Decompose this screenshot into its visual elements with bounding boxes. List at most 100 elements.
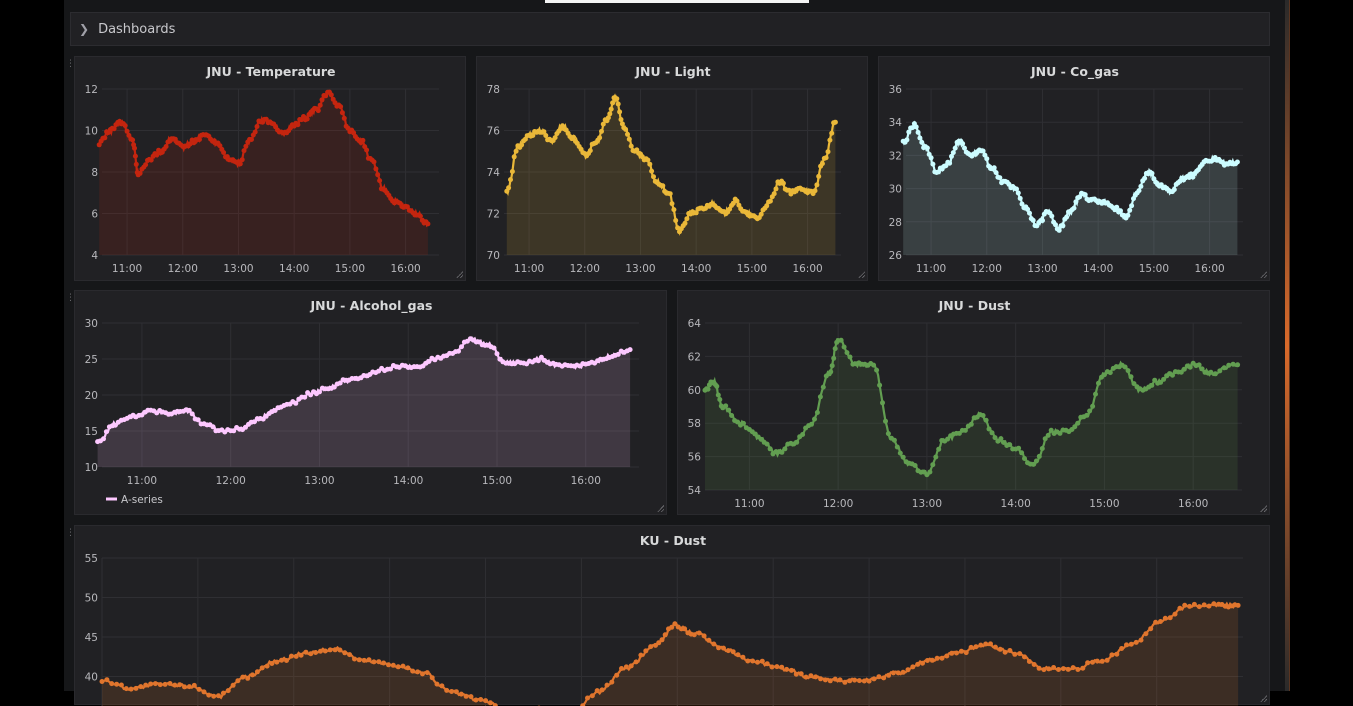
row-drag-handle-2[interactable]: ⋮ (66, 296, 72, 300)
data-point (1064, 215, 1069, 220)
data-point (245, 676, 250, 681)
panel-title[interactable]: JNU - Co_gas (1030, 64, 1119, 80)
data-point (804, 675, 809, 680)
data-point (333, 647, 338, 652)
series-area (507, 96, 836, 255)
data-point (684, 216, 689, 221)
resize-handle[interactable] (858, 271, 865, 278)
data-point (782, 446, 787, 451)
data-point (347, 652, 352, 657)
data-point (951, 150, 956, 155)
data-point (1049, 214, 1054, 219)
top-search-bar[interactable] (545, 0, 809, 3)
data-point (1236, 603, 1241, 608)
y-tick-label: 60 (688, 385, 701, 397)
resize-handle[interactable] (1260, 505, 1267, 512)
y-tick-label: 12 (85, 84, 98, 96)
data-point (1040, 218, 1045, 223)
resize-handle[interactable] (657, 505, 664, 512)
data-point (692, 632, 697, 637)
panel-title[interactable]: JNU - Temperature (205, 64, 335, 79)
data-point (1109, 652, 1114, 657)
data-point (881, 675, 886, 680)
data-point (1138, 184, 1143, 189)
legend-label[interactable]: A-series (121, 494, 163, 506)
data-point (1012, 652, 1017, 657)
data-point (104, 429, 109, 434)
panel-title[interactable]: JNU - Alcohol_gas (310, 298, 433, 314)
data-point (1207, 604, 1212, 609)
x-tick-label: 11:00 (514, 263, 544, 275)
data-point (723, 403, 728, 408)
data-point (848, 355, 853, 360)
data-point (915, 662, 920, 667)
chevron-right-icon[interactable]: ❯ (79, 22, 89, 36)
data-point (1018, 196, 1023, 201)
data-point (512, 154, 517, 159)
data-point (104, 677, 109, 682)
panel-title[interactable]: JNU - Light (634, 64, 710, 79)
data-point (1108, 370, 1113, 375)
data-point (328, 647, 333, 652)
data-point (1129, 642, 1134, 647)
x-tick-label: 15:00 (1139, 263, 1169, 275)
data-point (627, 137, 632, 142)
resize-handle[interactable] (1260, 271, 1267, 278)
data-point (871, 363, 876, 368)
data-point (101, 436, 106, 441)
data-point (660, 637, 665, 642)
data-point (303, 650, 308, 655)
data-point (721, 646, 726, 651)
data-point (293, 401, 298, 406)
data-point (444, 688, 449, 693)
x-tick-label: 14:00 (1083, 263, 1113, 275)
data-point (1139, 638, 1144, 643)
row-drag-handle-3[interactable]: ⋮ (66, 531, 72, 535)
data-point (706, 638, 711, 643)
data-point (994, 170, 999, 175)
data-point (913, 463, 918, 468)
y-tick-label: 15 (85, 426, 98, 438)
x-tick-label: 12:00 (216, 475, 246, 487)
x-tick-label: 14:00 (681, 263, 711, 275)
panel-ku-dust[interactable]: KU - Dust3540455055 (74, 525, 1270, 705)
data-point (648, 644, 653, 649)
data-point (960, 141, 965, 146)
data-point (360, 138, 365, 143)
data-point (927, 470, 932, 475)
y-tick-label: 6 (91, 209, 98, 221)
data-point (1127, 208, 1132, 213)
data-point (990, 430, 995, 435)
data-point (1211, 601, 1216, 606)
row-drag-handle-1[interactable]: ⋮ (66, 62, 72, 66)
data-point (100, 679, 105, 684)
data-point (925, 658, 930, 663)
data-point (102, 135, 107, 140)
data-point (143, 162, 148, 167)
resize-handle[interactable] (456, 271, 463, 278)
dashboards-row-header[interactable]: ❯ Dashboards (70, 12, 1270, 46)
data-point (164, 144, 169, 149)
resize-handle[interactable] (1260, 695, 1267, 702)
data-point (930, 658, 935, 663)
data-point (192, 683, 197, 688)
x-tick-label: 14:00 (1001, 498, 1031, 510)
data-point (671, 207, 676, 212)
data-point (202, 689, 207, 694)
data-point (1016, 191, 1021, 196)
panel-title[interactable]: JNU - Dust (938, 298, 1011, 313)
data-point (338, 104, 343, 109)
data-point (1075, 421, 1080, 426)
data-point (826, 149, 831, 154)
data-point (295, 122, 300, 127)
data-point (914, 124, 919, 129)
panel-title[interactable]: KU - Dust (640, 533, 706, 548)
y-tick-label: 58 (688, 418, 701, 430)
data-point (876, 674, 881, 679)
